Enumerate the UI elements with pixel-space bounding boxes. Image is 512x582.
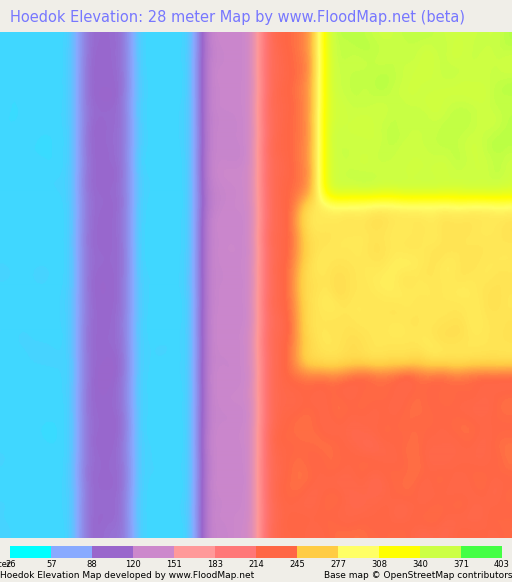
Bar (379, 546, 420, 558)
Bar (338, 546, 379, 558)
Bar (133, 546, 174, 558)
Bar (10, 546, 51, 558)
Text: 214: 214 (248, 560, 264, 569)
Text: 403: 403 (494, 560, 510, 569)
Text: Hoedok Elevation Map developed by www.FloodMap.net: Hoedok Elevation Map developed by www.Fl… (0, 571, 254, 580)
Text: 371: 371 (453, 560, 469, 569)
Text: 277: 277 (330, 560, 346, 569)
Text: 88: 88 (87, 560, 97, 569)
Bar (92, 546, 133, 558)
Text: Hoedok Elevation: 28 meter Map by www.FloodMap.net (beta): Hoedok Elevation: 28 meter Map by www.Fl… (10, 10, 465, 25)
Text: 183: 183 (207, 560, 223, 569)
Bar (420, 546, 461, 558)
Bar (215, 546, 256, 558)
Text: 151: 151 (166, 560, 182, 569)
Text: 57: 57 (46, 560, 56, 569)
Text: 26: 26 (5, 560, 15, 569)
Text: meter: meter (0, 560, 10, 569)
Text: 120: 120 (125, 560, 141, 569)
Bar (51, 546, 92, 558)
Text: 245: 245 (289, 560, 305, 569)
Bar (297, 546, 338, 558)
Bar (461, 546, 502, 558)
Text: Base map © OpenStreetMap contributors: Base map © OpenStreetMap contributors (324, 571, 512, 580)
Text: 340: 340 (412, 560, 428, 569)
Bar (256, 546, 297, 558)
Text: 308: 308 (371, 560, 387, 569)
Bar (174, 546, 215, 558)
